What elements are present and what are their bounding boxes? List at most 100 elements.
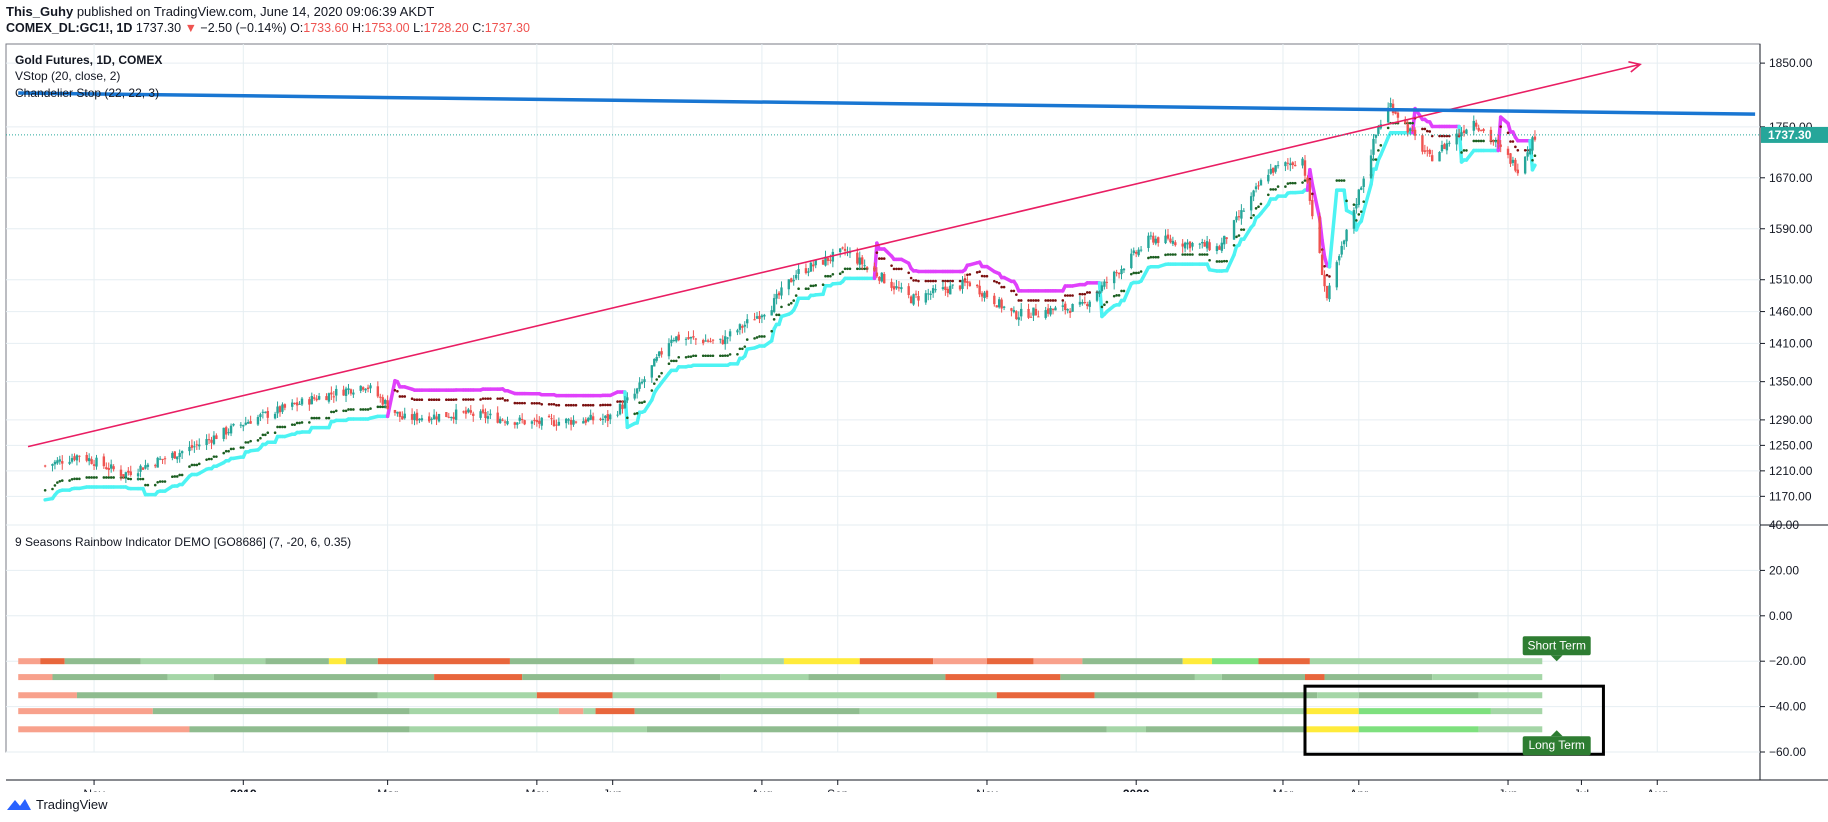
candle-body [1078,301,1082,305]
candle-body [1134,251,1138,254]
rainbow-segment [152,708,410,715]
chandelier-dot [633,412,637,416]
tradingview-brand[interactable]: TradingView [36,796,108,812]
chandelier-dot [520,401,524,405]
chandelier-dot [824,274,827,278]
short-term-label: Short Term [1527,638,1585,652]
candle-body [401,416,404,420]
candle-body [51,464,54,466]
candle-body [538,420,541,424]
chandelier-dot [1088,291,1092,294]
chandelier-dot [856,267,859,271]
candle-body [1455,133,1458,145]
chandelier-dot [787,303,791,306]
chandelier-dot [1112,294,1116,298]
vstop-segment [635,410,642,425]
chandelier-dot [141,477,145,481]
rainbow-segment [1490,708,1543,715]
candle-body [109,464,113,469]
chandelier-dot [420,398,424,401]
candle-body [273,413,277,419]
chandelier-dot [195,463,199,467]
chandelier-dot [934,279,937,283]
candle-body [195,444,199,446]
chandelier-dot [723,354,727,357]
chandelier-dot [995,280,999,284]
candle-body [741,326,744,328]
candle-body [677,334,680,341]
chandelier-dot [445,398,448,401]
chandelier-dot [909,276,913,280]
trendline-arrow-head [1628,61,1642,73]
candle-body [706,340,710,342]
candle-body [1237,216,1241,218]
rainbow-segment [1182,658,1213,665]
chandelier-dot [396,389,399,393]
candle-body [352,392,355,395]
indicator-y-tick-label: −60.00 [1769,745,1806,759]
candle-body [606,414,609,421]
chandelier-dot [403,395,407,398]
candle-body [1254,186,1258,190]
chandelier-dot [978,270,981,273]
candle-body [163,458,167,460]
candle-body [565,418,568,424]
candle-body [1475,122,1478,127]
chandelier-dot [966,273,969,277]
chandelier-dot [60,479,64,482]
candle-body [1027,308,1030,318]
candle-body [790,278,793,283]
candle-body [1457,133,1461,136]
rainbow-segment [1145,726,1305,733]
candle-body [154,465,157,467]
chandelier-dot [1071,294,1074,297]
candle-body [797,269,800,274]
rainbow-segment [346,658,378,665]
chandelier-dot [1242,228,1246,231]
author-name[interactable]: This_Guhy [6,4,74,19]
candle-body [777,292,781,296]
candle-body [946,288,950,294]
chandelier-dot [599,403,602,407]
chandelier-dot [674,359,678,363]
chart-canvas[interactable]: 1850.001750.001670.001590.001510.001460.… [0,0,1828,792]
candle-body [1191,242,1194,247]
candle-body [481,409,485,413]
rainbow-segment [558,708,584,715]
chandelier-dot [968,273,972,276]
chandelier-dot [332,410,336,414]
rainbow-segment [536,692,613,699]
y-tick-label: 1350.00 [1769,375,1813,389]
candle-body [410,414,414,420]
candle-body [1235,216,1238,221]
chandelier-dot [1066,294,1069,297]
candle-body [1201,241,1204,244]
candle-body [1462,130,1466,134]
candle-body [574,421,578,423]
candle-body [812,264,815,267]
chandelier-dot [503,399,507,402]
x-tick-label: 2020 [1123,787,1150,792]
candle-body [1220,242,1224,251]
chandelier-dot [146,483,150,487]
chandelier-dot [1010,289,1013,293]
candle-body [623,400,627,409]
candle-body [616,414,619,416]
candle-body [640,381,644,384]
candle-body [1389,103,1392,108]
candle-body [212,435,216,445]
chandelier-dot [1345,199,1348,203]
chandelier-dot [1249,216,1253,220]
chandelier-dot [144,483,147,487]
chandelier-dot [1152,255,1155,259]
change-value: −2.50 (−0.14%) [200,21,287,35]
tradingview-logo-icon[interactable] [6,796,32,812]
candle-body [1130,253,1133,268]
chandelier-dot [701,354,705,358]
chandelier-dot [846,267,849,271]
chandelier-dot [197,462,201,466]
chandelier-dot [261,433,265,437]
chandelier-dot [413,398,416,401]
chandelier-dot [498,397,502,400]
candle-body [486,416,490,419]
